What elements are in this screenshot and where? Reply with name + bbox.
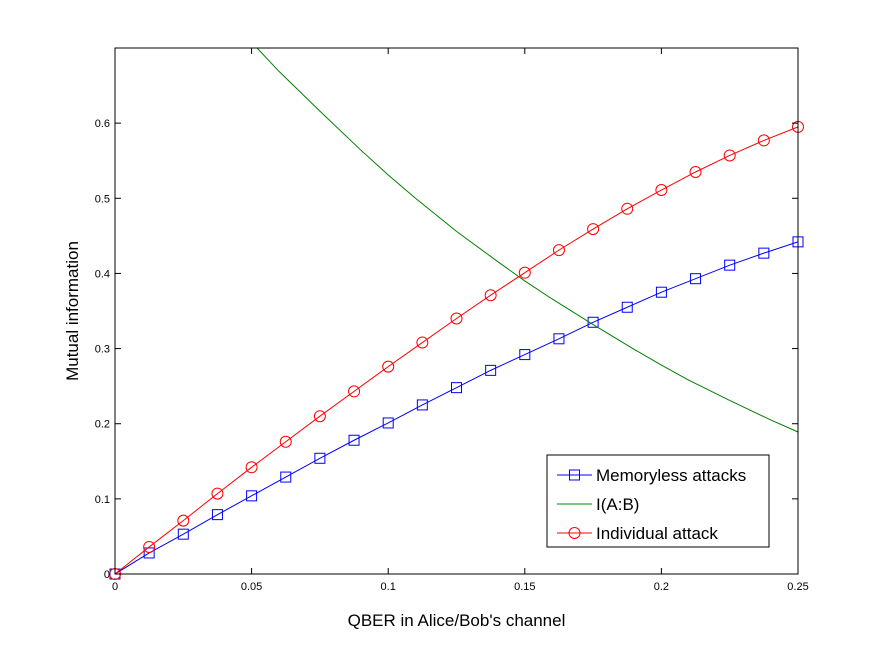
legend-swatch-marker: [569, 469, 580, 481]
legend-label-individual-attack: Individual attack: [596, 524, 718, 543]
data-point-individual-attack: [450, 312, 463, 325]
data-point-individual-attack: [552, 244, 565, 257]
data-point-memoryless-attacks: [382, 417, 394, 429]
data-point-individual-attack: [313, 410, 326, 423]
x-tick-label: 0: [112, 581, 118, 593]
x-tick-label: 0.1: [381, 581, 396, 593]
x-tick-label: 0.15: [514, 581, 535, 593]
data-point-individual-attack: [518, 266, 531, 279]
y-tick-label: 0.3: [95, 344, 110, 356]
legend-swatch-marker: [568, 527, 581, 539]
data-point-individual-attack: [143, 540, 156, 553]
data-point-individual-attack: [655, 184, 668, 197]
data-point-memoryless-attacks: [519, 349, 531, 361]
series-line-individual-attack: [115, 126, 798, 574]
y-tick-label: 0.4: [95, 268, 110, 280]
data-point-individual-attack: [348, 385, 361, 398]
data-point-individual-attack: [689, 165, 702, 178]
data-point-individual-attack: [757, 134, 770, 147]
x-tick-label: 0.2: [654, 581, 669, 593]
legend-item-iab: I(A:B): [557, 495, 639, 514]
legend-item-memoryless-attacks: Memoryless attacks: [557, 466, 746, 485]
data-point-memoryless-attacks: [348, 434, 360, 446]
data-point-individual-attack: [416, 336, 429, 349]
data-point-memoryless-attacks: [621, 301, 633, 313]
data-point-individual-attack: [279, 435, 292, 448]
y-tick-label: 0.5: [95, 193, 110, 205]
data-point-memoryless-attacks: [690, 273, 702, 285]
data-point-memoryless-attacks: [177, 528, 189, 540]
plot-frame: [114, 47, 799, 575]
series-i-a-b: [256, 48, 798, 433]
data-point-memoryless-attacks: [416, 399, 428, 411]
series-line-memoryless-attacks: [115, 241, 798, 574]
y-tick-label: 0: [104, 569, 110, 581]
data-point-individual-attack: [177, 514, 190, 527]
legend-label-memoryless-attacks: Memoryless attacks: [596, 466, 746, 485]
data-point-memoryless-attacks: [143, 547, 155, 559]
y-tick-label: 0.2: [95, 419, 110, 431]
data-point-individual-attack: [484, 289, 497, 302]
data-point-memoryless-attacks: [553, 333, 565, 345]
data-point-memoryless-attacks: [451, 382, 462, 394]
data-point-memoryless-attacks: [587, 316, 599, 328]
data-point-individual-attack: [382, 360, 395, 373]
legend: Memoryless attacks I(A:B) Individual att…: [546, 454, 770, 548]
series-line-i-a-b: [256, 48, 798, 433]
tick-labels-layer: 0 0.05 0.1 0.15 0.2 0.25 0 0.1 0.2 0.3 0.4 0.5 0.6: [95, 118, 809, 593]
data-point-memoryless-attacks: [724, 259, 736, 271]
legend-label-iab: I(A:B): [596, 495, 639, 514]
data-point-individual-attack: [211, 487, 224, 500]
legend-box: [546, 454, 770, 548]
ticks-layer: [114, 48, 799, 575]
data-point-individual-attack: [245, 461, 258, 474]
data-point-individual-attack: [723, 149, 736, 162]
x-axis-title: QBER in Alice/Bob's channel: [348, 611, 566, 630]
x-tick-label: 0.25: [787, 581, 808, 593]
data-point-memoryless-attacks: [314, 452, 326, 464]
series-memoryless-attacks: [109, 236, 804, 580]
y-axis-title: Mutual information: [63, 241, 82, 381]
y-tick-label: 0.1: [95, 494, 110, 506]
data-point-memoryless-attacks: [758, 247, 770, 259]
x-tick-label: 0.05: [241, 581, 262, 593]
data-point-memoryless-attacks: [655, 286, 667, 298]
y-tick-label: 0.6: [95, 118, 110, 130]
legend-item-individual-attack: Individual attack: [557, 524, 718, 543]
data-point-memoryless-attacks: [246, 490, 258, 502]
data-point-individual-attack: [621, 202, 634, 215]
data-point-memoryless-attacks: [485, 364, 497, 376]
data-point-individual-attack: [587, 223, 600, 236]
data-point-memoryless-attacks: [211, 509, 223, 521]
data-point-memoryless-attacks: [280, 471, 292, 483]
